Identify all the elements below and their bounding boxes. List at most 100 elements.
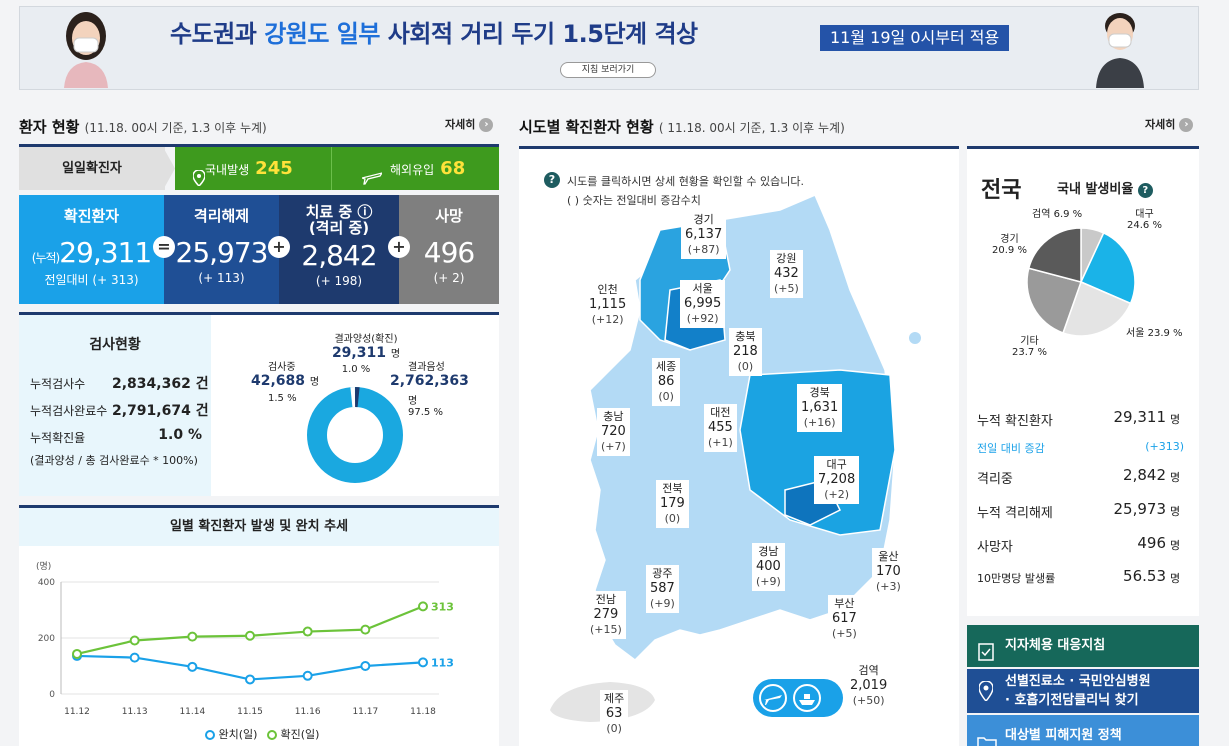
- national-row-label: 전일 대비 증감: [977, 442, 1045, 455]
- legend-recovered-label: 완치(일): [218, 728, 258, 741]
- region-label-sejong[interactable]: 세종 86 (0): [652, 358, 681, 406]
- pie-slice: [1062, 280, 1132, 337]
- guideline-button[interactable]: 지침 보러가기: [560, 62, 656, 78]
- map-hint: 시도를 클릭하시면 상세 현황을 확인할 수 있습니다.: [567, 175, 804, 188]
- death-delta: (+ 2): [433, 271, 465, 285]
- y-axis-unit: (명): [36, 562, 52, 572]
- death-label: 사망: [435, 207, 463, 225]
- banner-title: 수도권과 강원도 일부 사회적 거리 두기 1.5단계 격상: [170, 20, 698, 48]
- trend-line-chart: 0 200 400 11.12 11.13 11.14 11.15 11.16 11.17 11.…: [38, 578, 454, 717]
- test-summary: [19, 315, 211, 496]
- national-row-unit: 명: [1170, 505, 1181, 518]
- woman-mask-illustration: [58, 8, 114, 88]
- y-tick-label: 400: [38, 578, 55, 588]
- ulleungdo: [909, 332, 921, 344]
- clinic-finder-button[interactable]: 선별진료소 · 국민안심병원 · 호흡기전담클리닉 찾기: [967, 669, 1199, 713]
- treating-delta: (+ 198): [315, 273, 363, 288]
- data-point: [245, 630, 255, 641]
- data-label: 113: [431, 656, 454, 669]
- domestic-ratio-label: 국내 발생비율 ?: [1057, 178, 1153, 198]
- region-label-ulsan[interactable]: 울산 170 (+3): [872, 548, 905, 596]
- region-label-jeonnam[interactable]: 전남 279 (+15): [586, 591, 626, 639]
- data-point: [360, 624, 371, 635]
- national-row-label: 10만명당 발생률: [977, 572, 1056, 585]
- divider: [19, 144, 499, 147]
- treating-stat[interactable]: 치료 중 ⓘ (격리 중) 2,842 (+ 198): [279, 195, 399, 304]
- test-row-value: 1.0 %: [158, 427, 202, 443]
- treating-label: 치료 중 ⓘ (격리 중): [305, 203, 373, 237]
- data-point: [129, 652, 140, 663]
- region-label-gyeonggi[interactable]: 경기 6,137 (+87): [681, 211, 727, 259]
- local-guideline-button[interactable]: 지자체용 대응지침: [967, 625, 1199, 667]
- positive-pct: 1.0 %: [341, 364, 371, 375]
- region-label-gyeongnam[interactable]: 경남 400 (+9): [752, 543, 785, 591]
- support-policy-button[interactable]: 대상별 피해지원 정책: [967, 715, 1199, 746]
- region-label-jeonbuk[interactable]: 전북 179 (0): [656, 480, 689, 528]
- confirmed-stat[interactable]: 확진환자 (누적)29,311 전일대비 (+ 313): [19, 195, 164, 304]
- plus-icon: +: [268, 236, 290, 258]
- test-row-label: 누적검사수: [30, 377, 86, 391]
- pie-slice: [1079, 231, 1136, 305]
- national-summary-panel: [967, 146, 1199, 616]
- released-value: 25,973: [175, 236, 269, 269]
- y-tick-label: 200: [38, 634, 55, 644]
- pie-label-seoul: 서울 23.9 %: [1126, 328, 1183, 339]
- airplane-icon: [759, 684, 787, 712]
- banner-date-badge: 11월 19일 0시부터 적용: [820, 25, 1010, 51]
- national-row-label: 사망자: [977, 540, 1013, 555]
- region-label-incheon[interactable]: 인천 1,115 (+12): [585, 281, 631, 329]
- data-point: [72, 648, 82, 659]
- region-label-chungnam[interactable]: 충남 720 (+7): [597, 408, 630, 456]
- chevron-right-icon: ›: [479, 118, 494, 132]
- x-tick-label: 11.12: [64, 707, 90, 717]
- death-stat[interactable]: 사망 496 (+ 2): [399, 195, 499, 304]
- help-icon: ?: [1137, 183, 1153, 198]
- y-tick-label: 0: [49, 690, 55, 700]
- released-stat[interactable]: 격리해제 25,973 (+ 113): [164, 195, 279, 304]
- released-delta: (+ 113): [198, 271, 245, 285]
- region-label-daegu[interactable]: 대구 7,208 (+2): [814, 456, 860, 504]
- pie-label-quarantine: 검역 6.9 %: [1032, 209, 1083, 220]
- region-label-busan[interactable]: 부산 617 (+5): [828, 595, 861, 643]
- pie-slice: [1026, 267, 1082, 334]
- national-title: 전국: [981, 178, 1022, 203]
- region-label-gangwon[interactable]: 강원 432 (+5): [770, 250, 803, 298]
- region-label-quarantine[interactable]: 검역 2,019 (+50): [846, 662, 892, 710]
- national-row-unit: 명: [1170, 471, 1181, 484]
- national-row-value: 56.53: [1123, 567, 1166, 585]
- x-tick-label: 11.18: [410, 707, 436, 717]
- folder-icon: [977, 727, 997, 746]
- negative-unit: 명: [408, 396, 418, 407]
- data-point: [245, 674, 255, 685]
- patient-more-link[interactable]: 자세히 ›: [445, 116, 494, 132]
- map-hint-delta: ( ) 숫자는 전일대비 증감수치: [567, 194, 701, 207]
- chart-legend: 완치(일) 확진(일): [205, 726, 319, 742]
- data-point: [360, 661, 371, 671]
- region-label-seoul[interactable]: 서울 6,995 (+92): [680, 280, 726, 328]
- man-mask-illustration: [1092, 6, 1148, 88]
- location-pin-icon: [192, 161, 206, 204]
- national-row-value: 25,973: [1113, 500, 1167, 518]
- x-tick-label: 11.13: [122, 707, 148, 717]
- national-row-unit: 명: [1170, 539, 1181, 552]
- data-point: [187, 661, 198, 672]
- region-label-chungbuk[interactable]: 충북 218 (0): [729, 328, 762, 376]
- data-point: [302, 670, 313, 681]
- released-label: 격리해제: [193, 207, 250, 225]
- test-note: (결과양성 / 총 검사완료수 * 100%): [30, 454, 198, 467]
- national-row-label: 누적 격리해제: [977, 506, 1053, 521]
- testing-label: 검사중: [268, 362, 296, 373]
- quarantine-toggle[interactable]: [753, 679, 843, 717]
- region-label-gwangju[interactable]: 광주 587 (+9): [646, 565, 679, 613]
- testing-value: 42,688 명: [251, 373, 320, 389]
- region-label-daejeon[interactable]: 대전 455 (+1): [704, 404, 737, 452]
- test-row-label: 누적확진율: [30, 431, 86, 445]
- region-label-gyeongbuk[interactable]: 경북 1,631 (+16): [797, 384, 843, 432]
- national-row-unit: 명: [1170, 572, 1181, 585]
- region-label-jeju[interactable]: 제주 63 (0): [600, 690, 629, 738]
- region-more-link[interactable]: 자세히 ›: [1145, 116, 1194, 132]
- national-row-label: 누적 확진환자: [977, 414, 1053, 429]
- plus-icon: +: [388, 236, 410, 258]
- negative-label: 결과음성: [408, 362, 445, 373]
- pie-label-gyeonggi: 경기 20.9 %: [992, 234, 1027, 256]
